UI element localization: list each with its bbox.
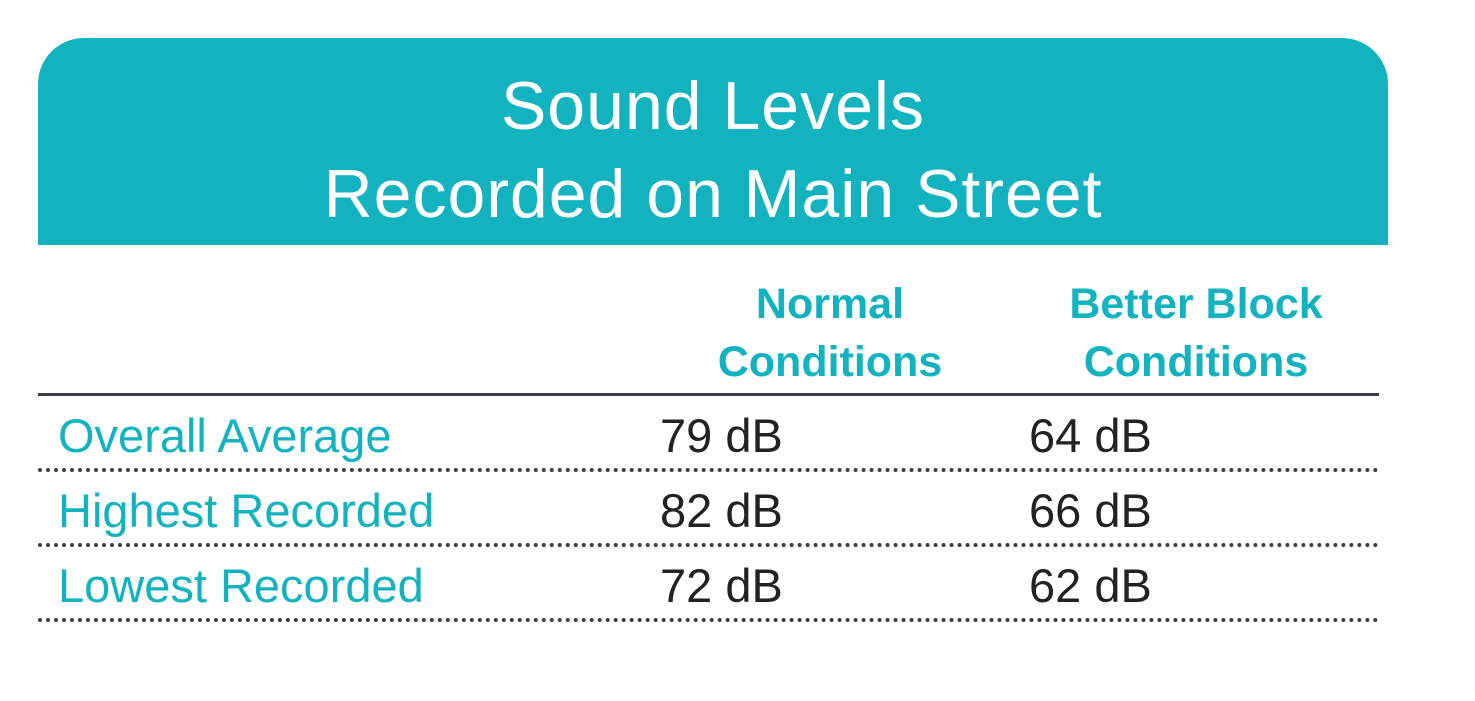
table-row-lowest-recorded: Lowest Recorded 72 dB 62 dB: [38, 550, 1379, 622]
column-header-normal-line-1: Normal: [755, 280, 905, 328]
cell-better-block-conditions: 62 dB: [1029, 559, 1152, 612]
header-divider: [38, 393, 1379, 396]
table-row-highest-recorded: Highest Recorded 82 dB 66 dB: [38, 475, 1379, 547]
cell-better-block-conditions: 66 dB: [1029, 484, 1152, 537]
table-row-overall-average: Overall Average 79 dB 64 dB: [38, 400, 1379, 472]
column-header-better-line-2: Conditions: [1083, 338, 1309, 386]
cell-normal-conditions: 79 dB: [660, 409, 783, 462]
column-header-normal-line-2: Conditions: [717, 338, 943, 386]
row-label: Lowest Recorded: [58, 559, 424, 612]
column-header-better-block-conditions: Better Block Conditions: [1006, 275, 1386, 391]
cell-normal-conditions: 82 dB: [660, 484, 783, 537]
chart-title-line-2: Recorded on Main Street: [323, 156, 1103, 232]
row-dotted-divider: [38, 543, 1379, 547]
row-dotted-divider: [38, 618, 1379, 622]
row-label: Highest Recorded: [58, 484, 435, 537]
title-banner: Sound Levels Recorded on Main Street: [38, 38, 1388, 245]
column-header-normal-conditions: Normal Conditions: [640, 275, 1020, 391]
column-header-better-line-1: Better Block: [1069, 280, 1323, 328]
cell-better-block-conditions: 64 dB: [1029, 409, 1152, 462]
chart-title-line-1: Sound Levels: [500, 68, 926, 144]
cell-normal-conditions: 72 dB: [660, 559, 783, 612]
row-dotted-divider: [38, 468, 1379, 472]
row-label: Overall Average: [58, 409, 392, 462]
